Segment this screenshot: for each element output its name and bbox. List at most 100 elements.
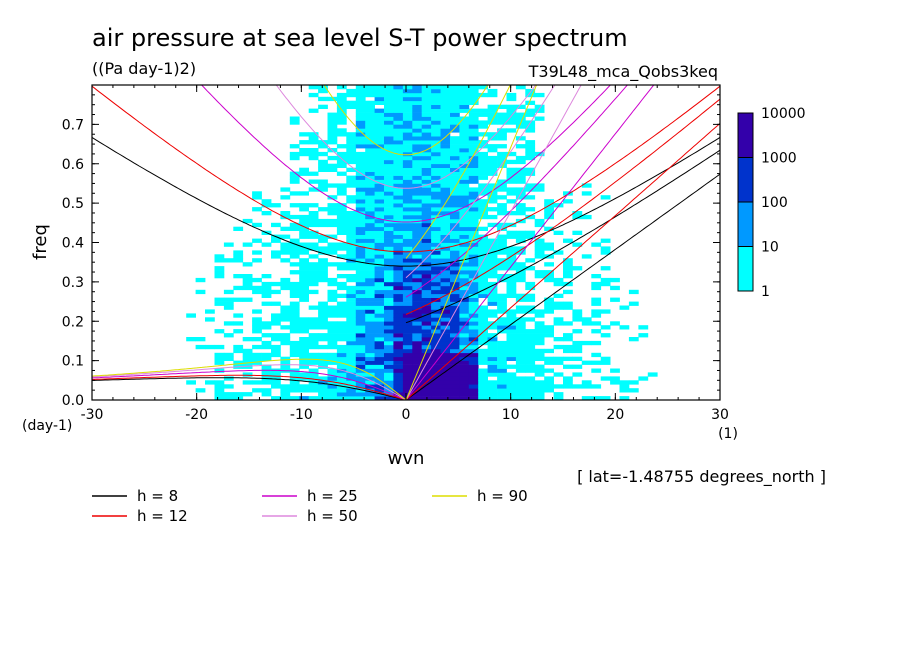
heatmap-cell xyxy=(271,352,281,358)
heatmap-cell xyxy=(421,277,432,283)
heatmap-cell xyxy=(233,344,244,350)
heatmap-cell xyxy=(327,203,338,208)
heatmap-cell xyxy=(572,309,583,314)
heatmap-cell xyxy=(402,372,413,377)
heatmap-cell xyxy=(421,124,432,129)
heatmap-cell xyxy=(412,396,423,400)
heatmap-cell xyxy=(402,159,413,165)
heatmap-cell xyxy=(365,104,375,109)
heatmap-cell xyxy=(336,254,347,259)
heatmap-cell xyxy=(393,364,404,369)
heatmap-cell xyxy=(544,242,554,247)
heatmap-cell xyxy=(525,148,536,153)
heatmap-cell xyxy=(336,171,347,176)
heatmap-cell xyxy=(402,305,413,310)
heatmap-cell xyxy=(412,392,423,397)
heatmap-cell xyxy=(487,120,498,125)
heatmap-cell xyxy=(506,128,517,133)
heatmap-cell xyxy=(478,250,488,255)
heatmap-cell xyxy=(374,329,385,334)
heatmap-cell xyxy=(289,384,300,389)
heatmap-cell xyxy=(478,191,488,196)
heatmap-cell xyxy=(431,266,441,271)
heatmap-cell xyxy=(402,112,413,117)
heatmap-cell xyxy=(440,96,451,102)
heatmap-cell xyxy=(610,277,620,283)
heatmap-cell xyxy=(431,222,441,228)
heatmap-cell xyxy=(346,218,357,224)
heatmap-cell xyxy=(346,132,357,137)
heatmap-cell xyxy=(468,140,479,145)
heatmap-cell xyxy=(355,340,366,346)
heatmap-cell xyxy=(365,159,375,165)
heatmap-cell xyxy=(374,297,385,302)
heatmap-cell xyxy=(440,132,451,137)
heatmap-cell xyxy=(393,348,404,354)
heatmap-cell xyxy=(544,246,554,251)
heatmap-cell xyxy=(242,348,253,354)
heatmap-cell xyxy=(431,88,441,94)
heatmap-cell xyxy=(242,356,253,361)
heatmap-cell xyxy=(534,313,545,318)
heatmap-cell xyxy=(431,132,441,137)
heatmap-cell xyxy=(431,258,441,263)
heatmap-cell xyxy=(355,136,366,141)
heatmap-cell xyxy=(365,376,375,381)
heatmap-cell xyxy=(402,124,413,129)
heatmap-cell xyxy=(384,285,394,291)
heatmap-cell xyxy=(318,187,328,192)
heatmap-cell xyxy=(318,380,328,385)
heatmap-cell xyxy=(591,285,602,291)
heatmap-cell xyxy=(355,203,366,208)
heatmap-cell xyxy=(327,195,338,200)
heatmap-cell xyxy=(402,352,413,358)
heatmap-cell xyxy=(374,116,385,121)
heatmap-cell xyxy=(572,214,583,220)
heatmap-cell xyxy=(497,380,507,385)
heatmap-cell xyxy=(393,337,404,342)
heatmap-cell xyxy=(214,270,225,275)
heatmap-cell xyxy=(261,274,272,279)
heatmap-cell xyxy=(600,195,611,200)
heatmap-cell xyxy=(308,274,319,279)
heatmap-cell xyxy=(478,171,488,176)
heatmap-cell xyxy=(497,301,507,306)
dispersion-curve xyxy=(405,98,720,315)
heatmap-cell xyxy=(450,191,460,196)
heatmap-cell xyxy=(365,360,375,365)
heatmap-cell xyxy=(374,309,385,314)
heatmap-cell xyxy=(336,218,347,224)
heatmap-cell xyxy=(440,222,451,228)
heatmap-cell xyxy=(412,222,423,228)
heatmap-cell xyxy=(384,309,394,314)
heatmap-cell xyxy=(214,329,225,334)
heatmap-cell xyxy=(450,163,460,168)
heatmap-cell xyxy=(553,384,564,389)
heatmap-cell xyxy=(365,124,375,129)
heatmap-cell xyxy=(318,317,328,322)
heatmap-cell xyxy=(506,285,517,291)
heatmap-cell xyxy=(515,179,526,184)
heatmap-cell xyxy=(525,297,536,302)
heatmap-cell xyxy=(412,289,423,295)
heatmap-cell xyxy=(233,321,244,326)
heatmap-cell xyxy=(355,372,366,377)
heatmap-cell xyxy=(308,171,319,176)
heatmap-cell xyxy=(497,360,507,365)
heatmap-cell xyxy=(497,274,507,279)
heatmap-cell xyxy=(393,191,404,196)
heatmap-cell xyxy=(450,112,460,117)
heatmap-cell xyxy=(412,203,423,208)
heatmap-cell xyxy=(497,384,507,389)
heatmap-cell xyxy=(525,360,536,365)
heatmap-cell xyxy=(233,360,244,365)
heatmap-cell xyxy=(459,100,470,105)
heatmap-cell xyxy=(421,301,432,306)
heatmap-cell xyxy=(421,234,432,239)
heatmap-cell xyxy=(355,368,366,373)
heatmap-cell xyxy=(374,380,385,385)
heatmap-cell xyxy=(478,183,488,188)
heatmap-cell xyxy=(327,96,338,102)
heatmap-cell xyxy=(497,266,507,271)
heatmap-cell xyxy=(252,321,262,326)
